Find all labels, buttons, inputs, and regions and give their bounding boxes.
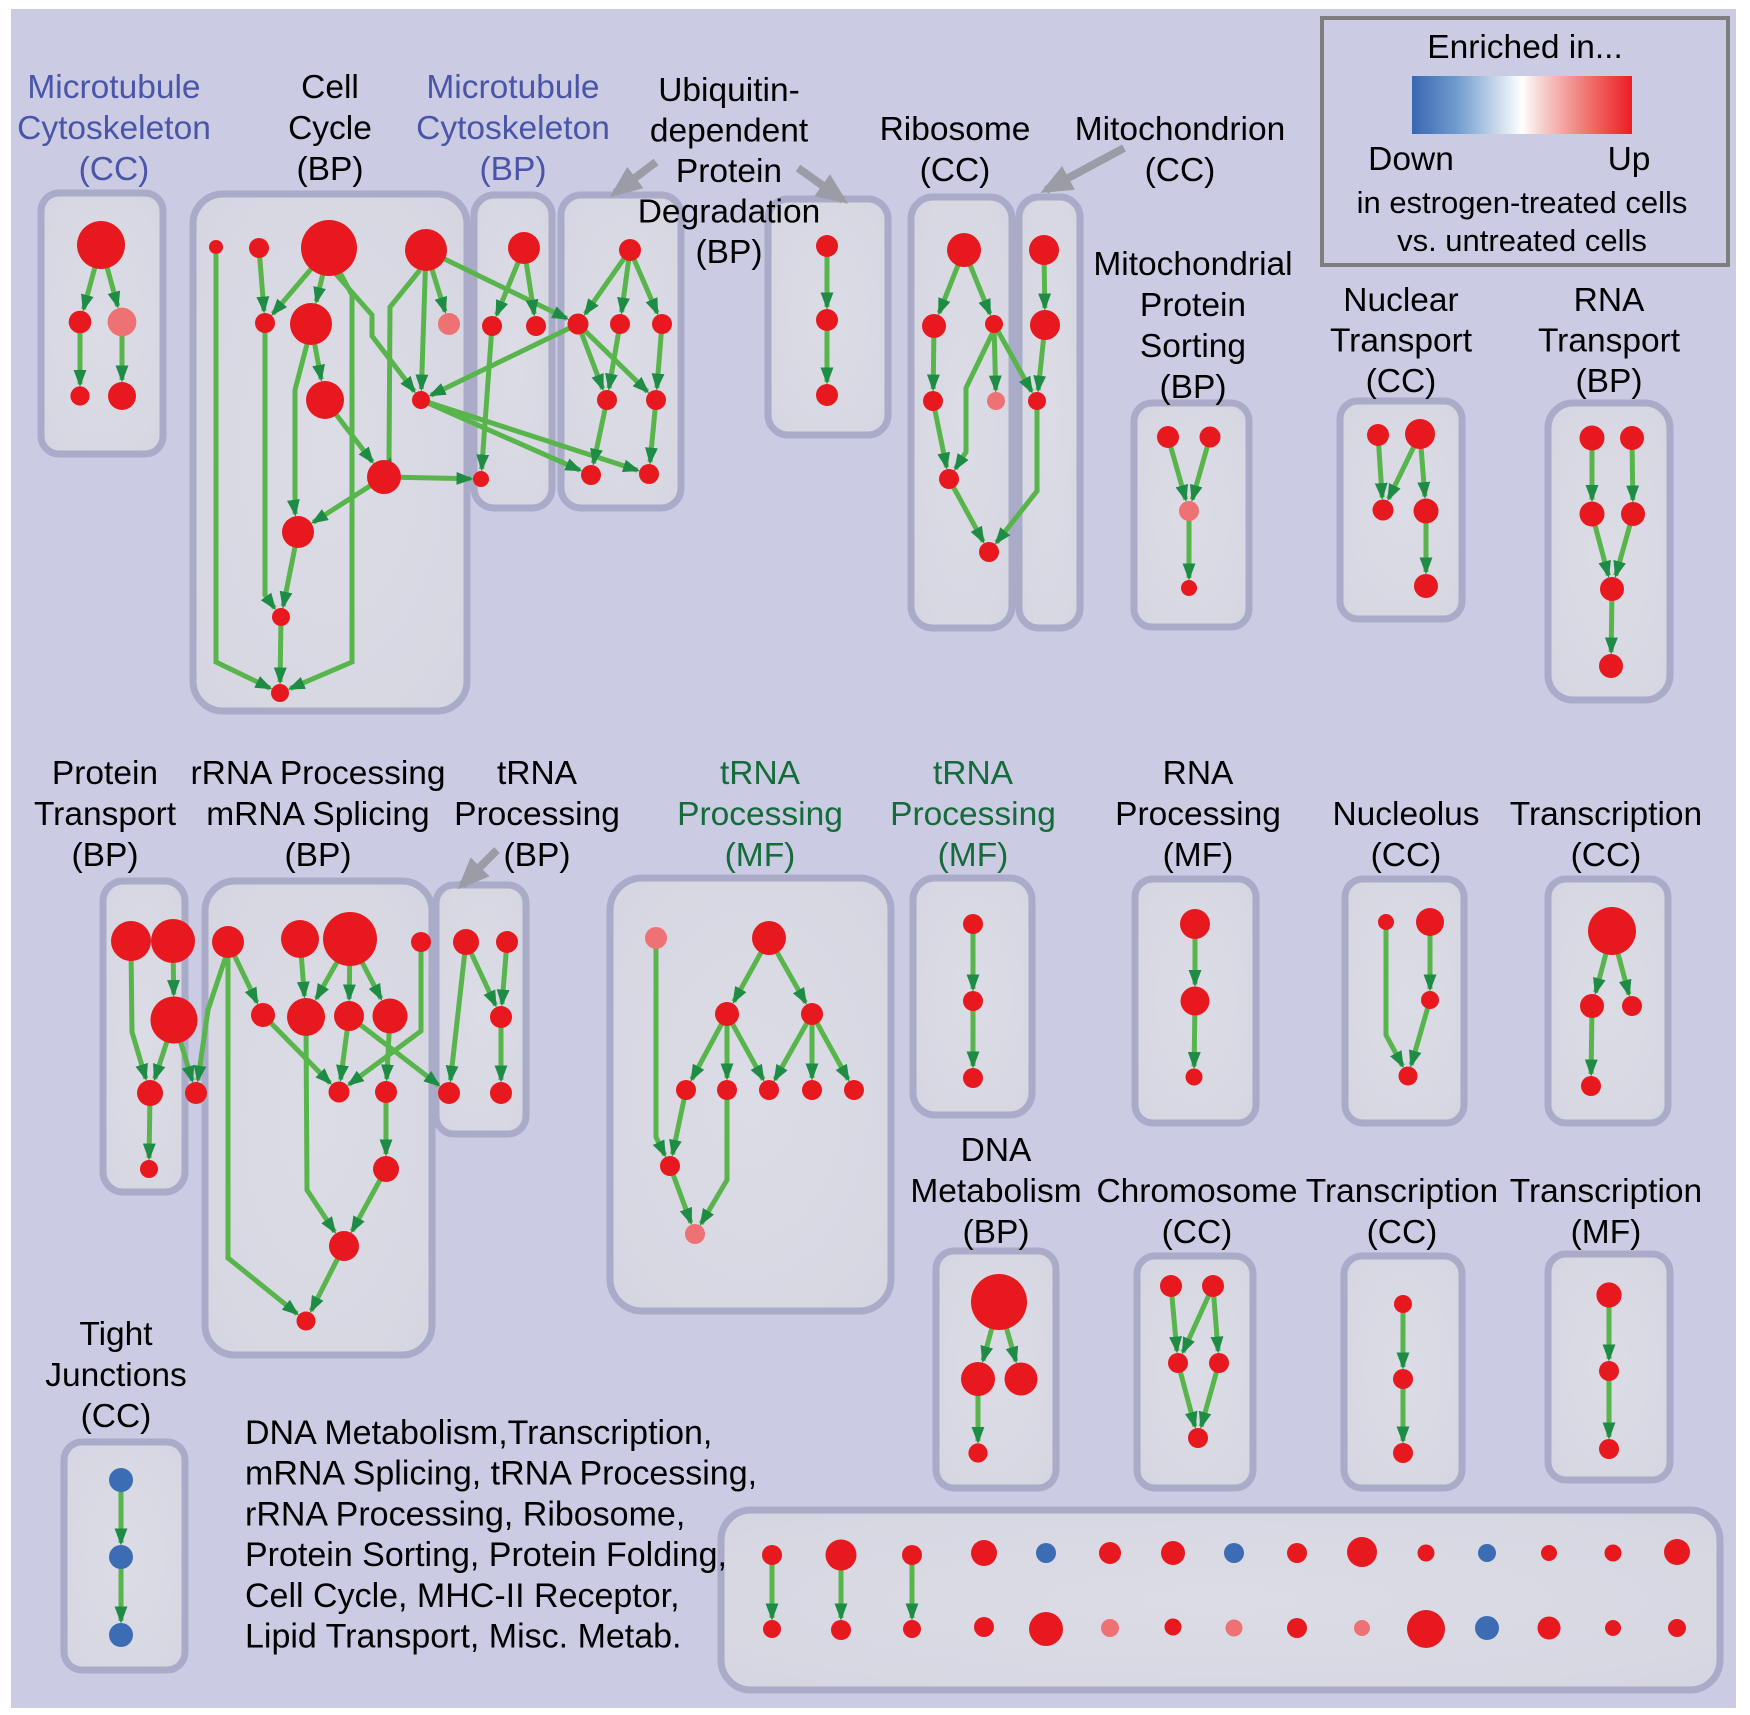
svg-text:mRNA Splicing, tRNA Processing: mRNA Splicing, tRNA Processing, <box>245 1455 757 1493</box>
svg-text:dependent: dependent <box>650 113 809 150</box>
svg-text:Protein: Protein <box>1140 287 1246 324</box>
svg-text:Sorting: Sorting <box>1140 328 1246 365</box>
svg-text:Lipid Transport, Misc. Metab.: Lipid Transport, Misc. Metab. <box>245 1618 682 1656</box>
svg-text:(BP): (BP) <box>297 151 364 188</box>
svg-text:Microtubule: Microtubule <box>426 69 599 106</box>
svg-text:Nuclear: Nuclear <box>1343 282 1458 319</box>
svg-text:(BP): (BP) <box>1576 363 1643 400</box>
svg-text:Cycle: Cycle <box>288 110 372 147</box>
svg-text:(MF): (MF) <box>1163 837 1234 874</box>
svg-text:Cytoskeleton: Cytoskeleton <box>416 110 610 147</box>
svg-text:(CC): (CC) <box>1162 1214 1233 1251</box>
svg-text:Transcription: Transcription <box>1510 796 1702 833</box>
svg-text:Chromosome: Chromosome <box>1096 1173 1297 1210</box>
svg-text:(MF): (MF) <box>1571 1214 1642 1251</box>
svg-text:(CC): (CC) <box>1571 837 1642 874</box>
svg-text:Nucleolus: Nucleolus <box>1332 796 1479 833</box>
svg-text:(BP): (BP) <box>72 837 139 874</box>
svg-text:(BP): (BP) <box>285 837 352 874</box>
svg-text:(CC): (CC) <box>81 1398 152 1435</box>
svg-text:Mitochondrion: Mitochondrion <box>1075 111 1285 148</box>
svg-text:(BP): (BP) <box>1160 369 1227 406</box>
svg-text:(BP): (BP) <box>963 1214 1030 1251</box>
svg-text:Transcription: Transcription <box>1306 1173 1498 1210</box>
svg-text:(CC): (CC) <box>1145 152 1216 189</box>
svg-text:Ubiquitin-: Ubiquitin- <box>658 72 800 109</box>
svg-text:vs. untreated cells: vs. untreated cells <box>1397 223 1647 258</box>
svg-text:(CC): (CC) <box>1371 837 1442 874</box>
svg-text:Cytoskeleton: Cytoskeleton <box>17 110 211 147</box>
svg-text:RNA: RNA <box>1163 755 1234 792</box>
svg-text:Processing: Processing <box>454 796 620 833</box>
svg-text:Degradation: Degradation <box>638 194 821 231</box>
svg-text:Cell Cycle, MHC-II Receptor,: Cell Cycle, MHC-II Receptor, <box>245 1577 680 1615</box>
svg-text:(MF): (MF) <box>725 837 796 874</box>
svg-text:Enriched in...: Enriched in... <box>1427 29 1623 66</box>
svg-text:tRNA: tRNA <box>497 755 578 792</box>
svg-text:rRNA Processing, Ribosome,: rRNA Processing, Ribosome, <box>245 1495 685 1533</box>
svg-text:Mitochondrial: Mitochondrial <box>1093 246 1292 283</box>
svg-text:(CC): (CC) <box>1367 1214 1438 1251</box>
svg-text:Transport: Transport <box>34 796 177 833</box>
svg-text:tRNA: tRNA <box>933 755 1014 792</box>
svg-text:Down: Down <box>1368 141 1454 178</box>
svg-text:(BP): (BP) <box>504 837 571 874</box>
svg-text:rRNA Processing: rRNA Processing <box>190 755 445 792</box>
svg-text:Protein Sorting, Protein Foldi: Protein Sorting, Protein Folding, <box>245 1536 727 1574</box>
svg-text:Transcription: Transcription <box>1510 1173 1702 1210</box>
svg-text:(MF): (MF) <box>938 837 1009 874</box>
svg-text:Up: Up <box>1608 141 1651 178</box>
svg-text:(CC): (CC) <box>920 152 991 189</box>
svg-text:DNA: DNA <box>961 1132 1032 1169</box>
svg-text:Processing: Processing <box>1115 796 1281 833</box>
svg-text:RNA: RNA <box>1574 282 1645 319</box>
svg-text:Tight: Tight <box>79 1316 153 1353</box>
svg-text:Ribosome: Ribosome <box>880 111 1031 148</box>
svg-text:Transport: Transport <box>1538 323 1681 360</box>
svg-text:Transport: Transport <box>1330 323 1473 360</box>
svg-text:Protein: Protein <box>52 755 158 792</box>
svg-text:Junctions: Junctions <box>45 1357 187 1394</box>
svg-text:Protein: Protein <box>676 153 782 190</box>
svg-text:Microtubule: Microtubule <box>27 69 200 106</box>
svg-text:Processing: Processing <box>677 796 843 833</box>
svg-text:(BP): (BP) <box>696 234 763 271</box>
svg-text:mRNA Splicing: mRNA Splicing <box>206 796 429 833</box>
svg-text:(CC): (CC) <box>79 151 150 188</box>
svg-text:tRNA: tRNA <box>720 755 801 792</box>
svg-text:(BP): (BP) <box>480 151 547 188</box>
svg-text:Metabolism: Metabolism <box>910 1173 1081 1210</box>
svg-text:in estrogen-treated cells: in estrogen-treated cells <box>1357 185 1688 220</box>
svg-text:DNA Metabolism,Transcription,: DNA Metabolism,Transcription, <box>245 1414 712 1452</box>
svg-text:Cell: Cell <box>301 69 359 106</box>
svg-text:(CC): (CC) <box>1366 363 1437 400</box>
svg-text:Processing: Processing <box>890 796 1056 833</box>
